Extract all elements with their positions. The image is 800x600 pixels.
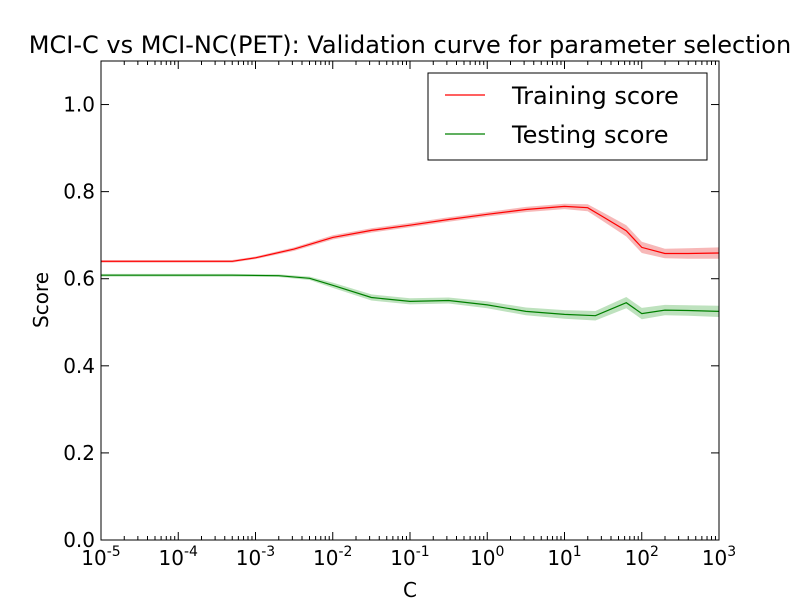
x-tick-label: 101 [547,544,581,570]
y-tick-label: 0.8 [63,180,95,204]
testing-score-legend-label: Testing score [511,121,669,149]
y-tick-label: 0.0 [63,528,95,552]
testing-score-line [101,274,719,317]
y-axis-label: Score [29,272,53,328]
x-tick-label: 10-1 [390,544,429,570]
series-lines [101,205,719,317]
y-tick-label: 0.2 [63,441,95,465]
y-tick-label: 0.4 [63,354,95,378]
chart-title: MCI-C vs MCI-NC(PET): Validation curve f… [29,31,791,59]
x-tick-label: 10-2 [313,544,352,570]
y-tick-label: 1.0 [63,93,95,117]
series-bands [101,203,719,321]
legend-box [427,72,708,161]
x-tick-label: 10-4 [159,544,199,570]
x-axis: 10-5 10-4 10-3 10-2 10-1 100 101 102 103 [81,61,736,570]
x-tick-label: 103 [702,544,736,570]
y-axis: 0.0 0.2 0.4 0.6 0.8 1.0 [63,93,719,552]
legend: Training score Testing score [427,72,708,161]
x-tick-label: 102 [625,544,659,570]
training-score-line [101,205,719,262]
testing-score-band [101,273,719,321]
x-axis-label: C [403,578,417,600]
y-tick-label: 0.6 [63,267,95,291]
training-score-band [101,203,719,263]
training-score-legend-label: Training score [511,82,679,110]
x-tick-label: 100 [470,544,504,570]
x-tick-label: 10-3 [236,544,275,570]
